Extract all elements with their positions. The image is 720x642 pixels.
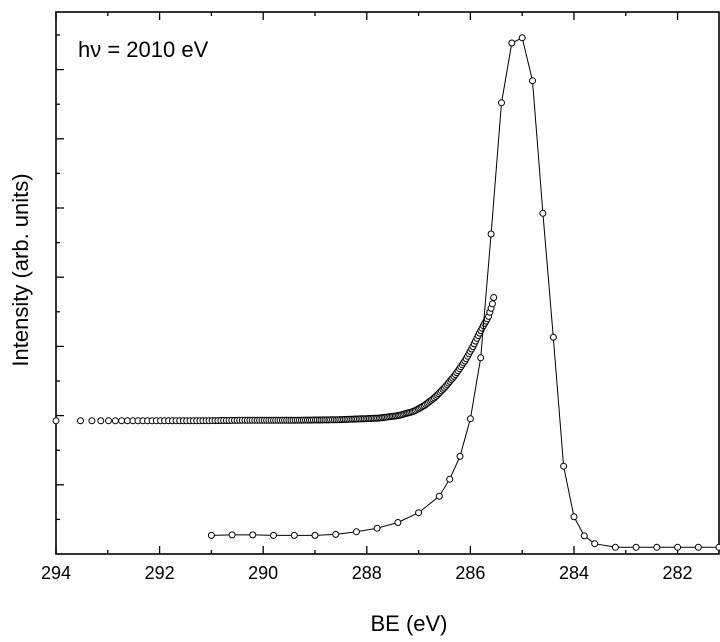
x-tick-label: 290 xyxy=(248,563,278,583)
series-0 xyxy=(52,294,498,425)
data-point xyxy=(311,531,319,539)
x-tick-label: 294 xyxy=(41,563,71,583)
data-point xyxy=(290,531,298,539)
data-point xyxy=(52,417,60,425)
data-point xyxy=(488,300,496,308)
data-point xyxy=(249,531,257,539)
data-point xyxy=(88,417,96,425)
x-axis-title: BE (eV) xyxy=(370,611,447,636)
data-point xyxy=(111,417,119,425)
data-point xyxy=(529,77,536,85)
data-point xyxy=(446,475,454,483)
data-point xyxy=(456,452,464,460)
data-point xyxy=(570,513,578,521)
data-point xyxy=(715,543,720,551)
data-point xyxy=(498,99,505,107)
data-point xyxy=(352,528,360,536)
plot-frame xyxy=(55,11,720,555)
data-point xyxy=(477,354,485,362)
data-point xyxy=(228,531,236,539)
data-point xyxy=(611,543,619,551)
plot-border xyxy=(55,11,720,555)
data-point xyxy=(539,209,547,217)
x-tick-label: 288 xyxy=(352,563,382,583)
x-tick-label: 284 xyxy=(559,563,589,583)
data-point xyxy=(270,531,277,539)
data-point xyxy=(97,417,105,425)
series-1 xyxy=(207,34,720,551)
x-tick-label: 286 xyxy=(455,563,485,583)
data-point xyxy=(118,417,126,425)
data-point xyxy=(490,294,498,301)
data-point xyxy=(487,230,495,238)
data-point xyxy=(466,415,474,423)
data-point xyxy=(332,530,340,538)
data-point xyxy=(653,543,661,551)
x-tick-label: 292 xyxy=(145,563,175,583)
data-point xyxy=(560,462,568,470)
data-series xyxy=(52,34,720,551)
data-point xyxy=(549,333,557,341)
data-point xyxy=(580,532,588,540)
y-axis-title: Intensity (arb. units) xyxy=(8,173,33,366)
photon-energy-annotation: hν = 2010 eV xyxy=(78,37,209,62)
data-point xyxy=(435,492,443,500)
data-point xyxy=(674,543,682,551)
x-tick-label: 282 xyxy=(663,563,693,583)
data-point xyxy=(632,543,640,551)
data-point xyxy=(694,543,702,551)
data-point xyxy=(77,417,84,425)
data-point xyxy=(415,509,423,517)
data-point xyxy=(105,417,112,425)
axis-ticks: 294 292 290 288 286 284 282 xyxy=(41,12,693,583)
data-point xyxy=(207,531,215,539)
data-point xyxy=(508,39,516,47)
data-point xyxy=(591,540,599,548)
data-point xyxy=(373,524,381,532)
data-point xyxy=(394,519,402,526)
data-point xyxy=(518,34,526,42)
series-line xyxy=(211,37,719,548)
